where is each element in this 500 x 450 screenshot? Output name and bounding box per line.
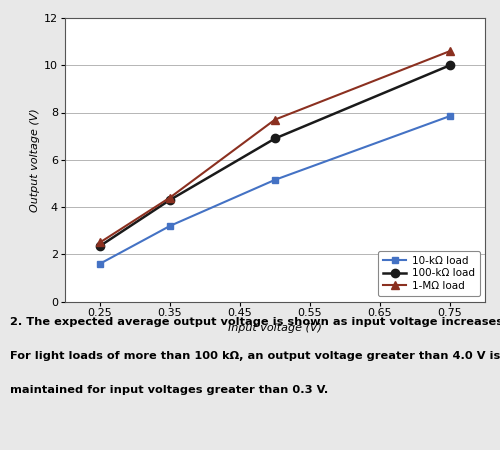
Text: 2. The expected average output voltage is shown as input voltage increases.: 2. The expected average output voltage i… [10, 317, 500, 327]
1-MΩ load [447, 49, 453, 54]
Line: 1-MΩ load: 1-MΩ load [96, 47, 454, 247]
Legend: 10-kΩ load, 100-kΩ load, 1-MΩ load: 10-kΩ load, 100-kΩ load, 1-MΩ load [378, 251, 480, 296]
1-MΩ load [167, 195, 173, 200]
Line: 100-kΩ load: 100-kΩ load [96, 61, 454, 250]
100-kΩ load [447, 63, 453, 68]
1-MΩ load [97, 240, 103, 245]
10-kΩ load [167, 223, 173, 229]
Line: 10-kΩ load: 10-kΩ load [96, 112, 454, 267]
10-kΩ load [97, 261, 103, 266]
Text: For light loads of more than 100 kΩ, an output voltage greater than 4.0 V is: For light loads of more than 100 kΩ, an … [10, 351, 500, 361]
Y-axis label: Output voltage (V): Output voltage (V) [30, 108, 40, 212]
10-kΩ load [272, 177, 278, 183]
10-kΩ load [447, 113, 453, 119]
X-axis label: Input voltage (V): Input voltage (V) [228, 323, 322, 333]
100-kΩ load [97, 243, 103, 249]
1-MΩ load [272, 117, 278, 122]
100-kΩ load [167, 197, 173, 202]
Text: maintained for input voltages greater than 0.3 V.: maintained for input voltages greater th… [10, 385, 328, 395]
100-kΩ load [272, 136, 278, 141]
